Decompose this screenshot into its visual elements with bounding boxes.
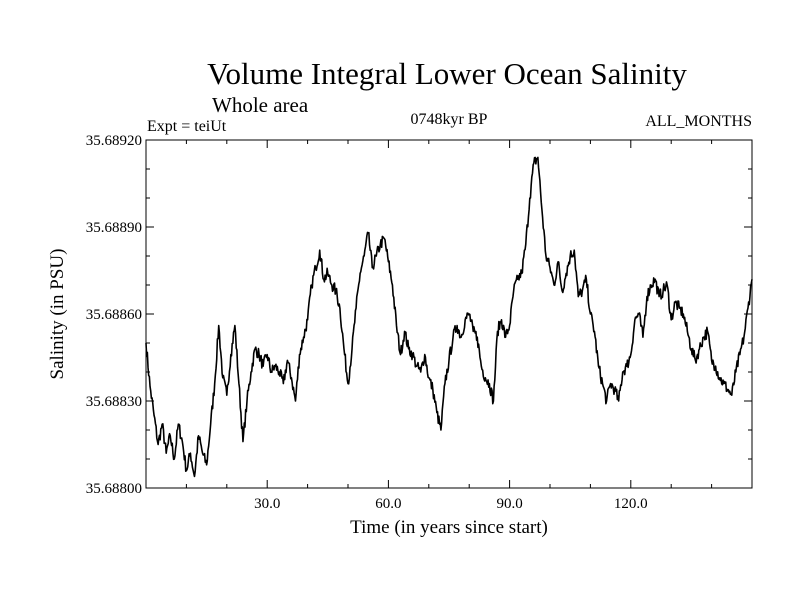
axis-ticks: 30.0 60.0 90.0 120.0 35.68800 35.68830 35.6886… bbox=[86, 133, 752, 512]
series-layer bbox=[145, 156, 753, 478]
y-tick-label: 35.68800 bbox=[86, 481, 142, 497]
y-tick-label: 35.68920 bbox=[86, 133, 142, 149]
chart-subtitle: Whole area bbox=[212, 93, 309, 117]
x-axis-label: Time (in years since start) bbox=[350, 517, 548, 538]
y-tick-label: 35.68830 bbox=[86, 394, 142, 410]
x-tick-label: 30.0 bbox=[254, 496, 280, 512]
x-tick-label: 90.0 bbox=[496, 496, 522, 512]
plot-frame bbox=[145, 139, 753, 489]
y-axis-label: Salinity (in PSU) bbox=[47, 249, 68, 380]
chart-title: Volume Integral Lower Ocean Salinity bbox=[207, 56, 687, 91]
experiment-label: Expt = teiUt bbox=[147, 118, 227, 135]
x-tick-label: 60.0 bbox=[375, 496, 401, 512]
x-tick-label: 120.0 bbox=[614, 496, 648, 512]
y-tick-label: 35.68890 bbox=[86, 220, 142, 236]
months-label: ALL_MONTHS bbox=[645, 113, 752, 130]
series-line bbox=[145, 156, 753, 478]
y-tick-label: 35.68860 bbox=[86, 307, 142, 323]
period-label: 0748kyr BP bbox=[411, 111, 488, 128]
